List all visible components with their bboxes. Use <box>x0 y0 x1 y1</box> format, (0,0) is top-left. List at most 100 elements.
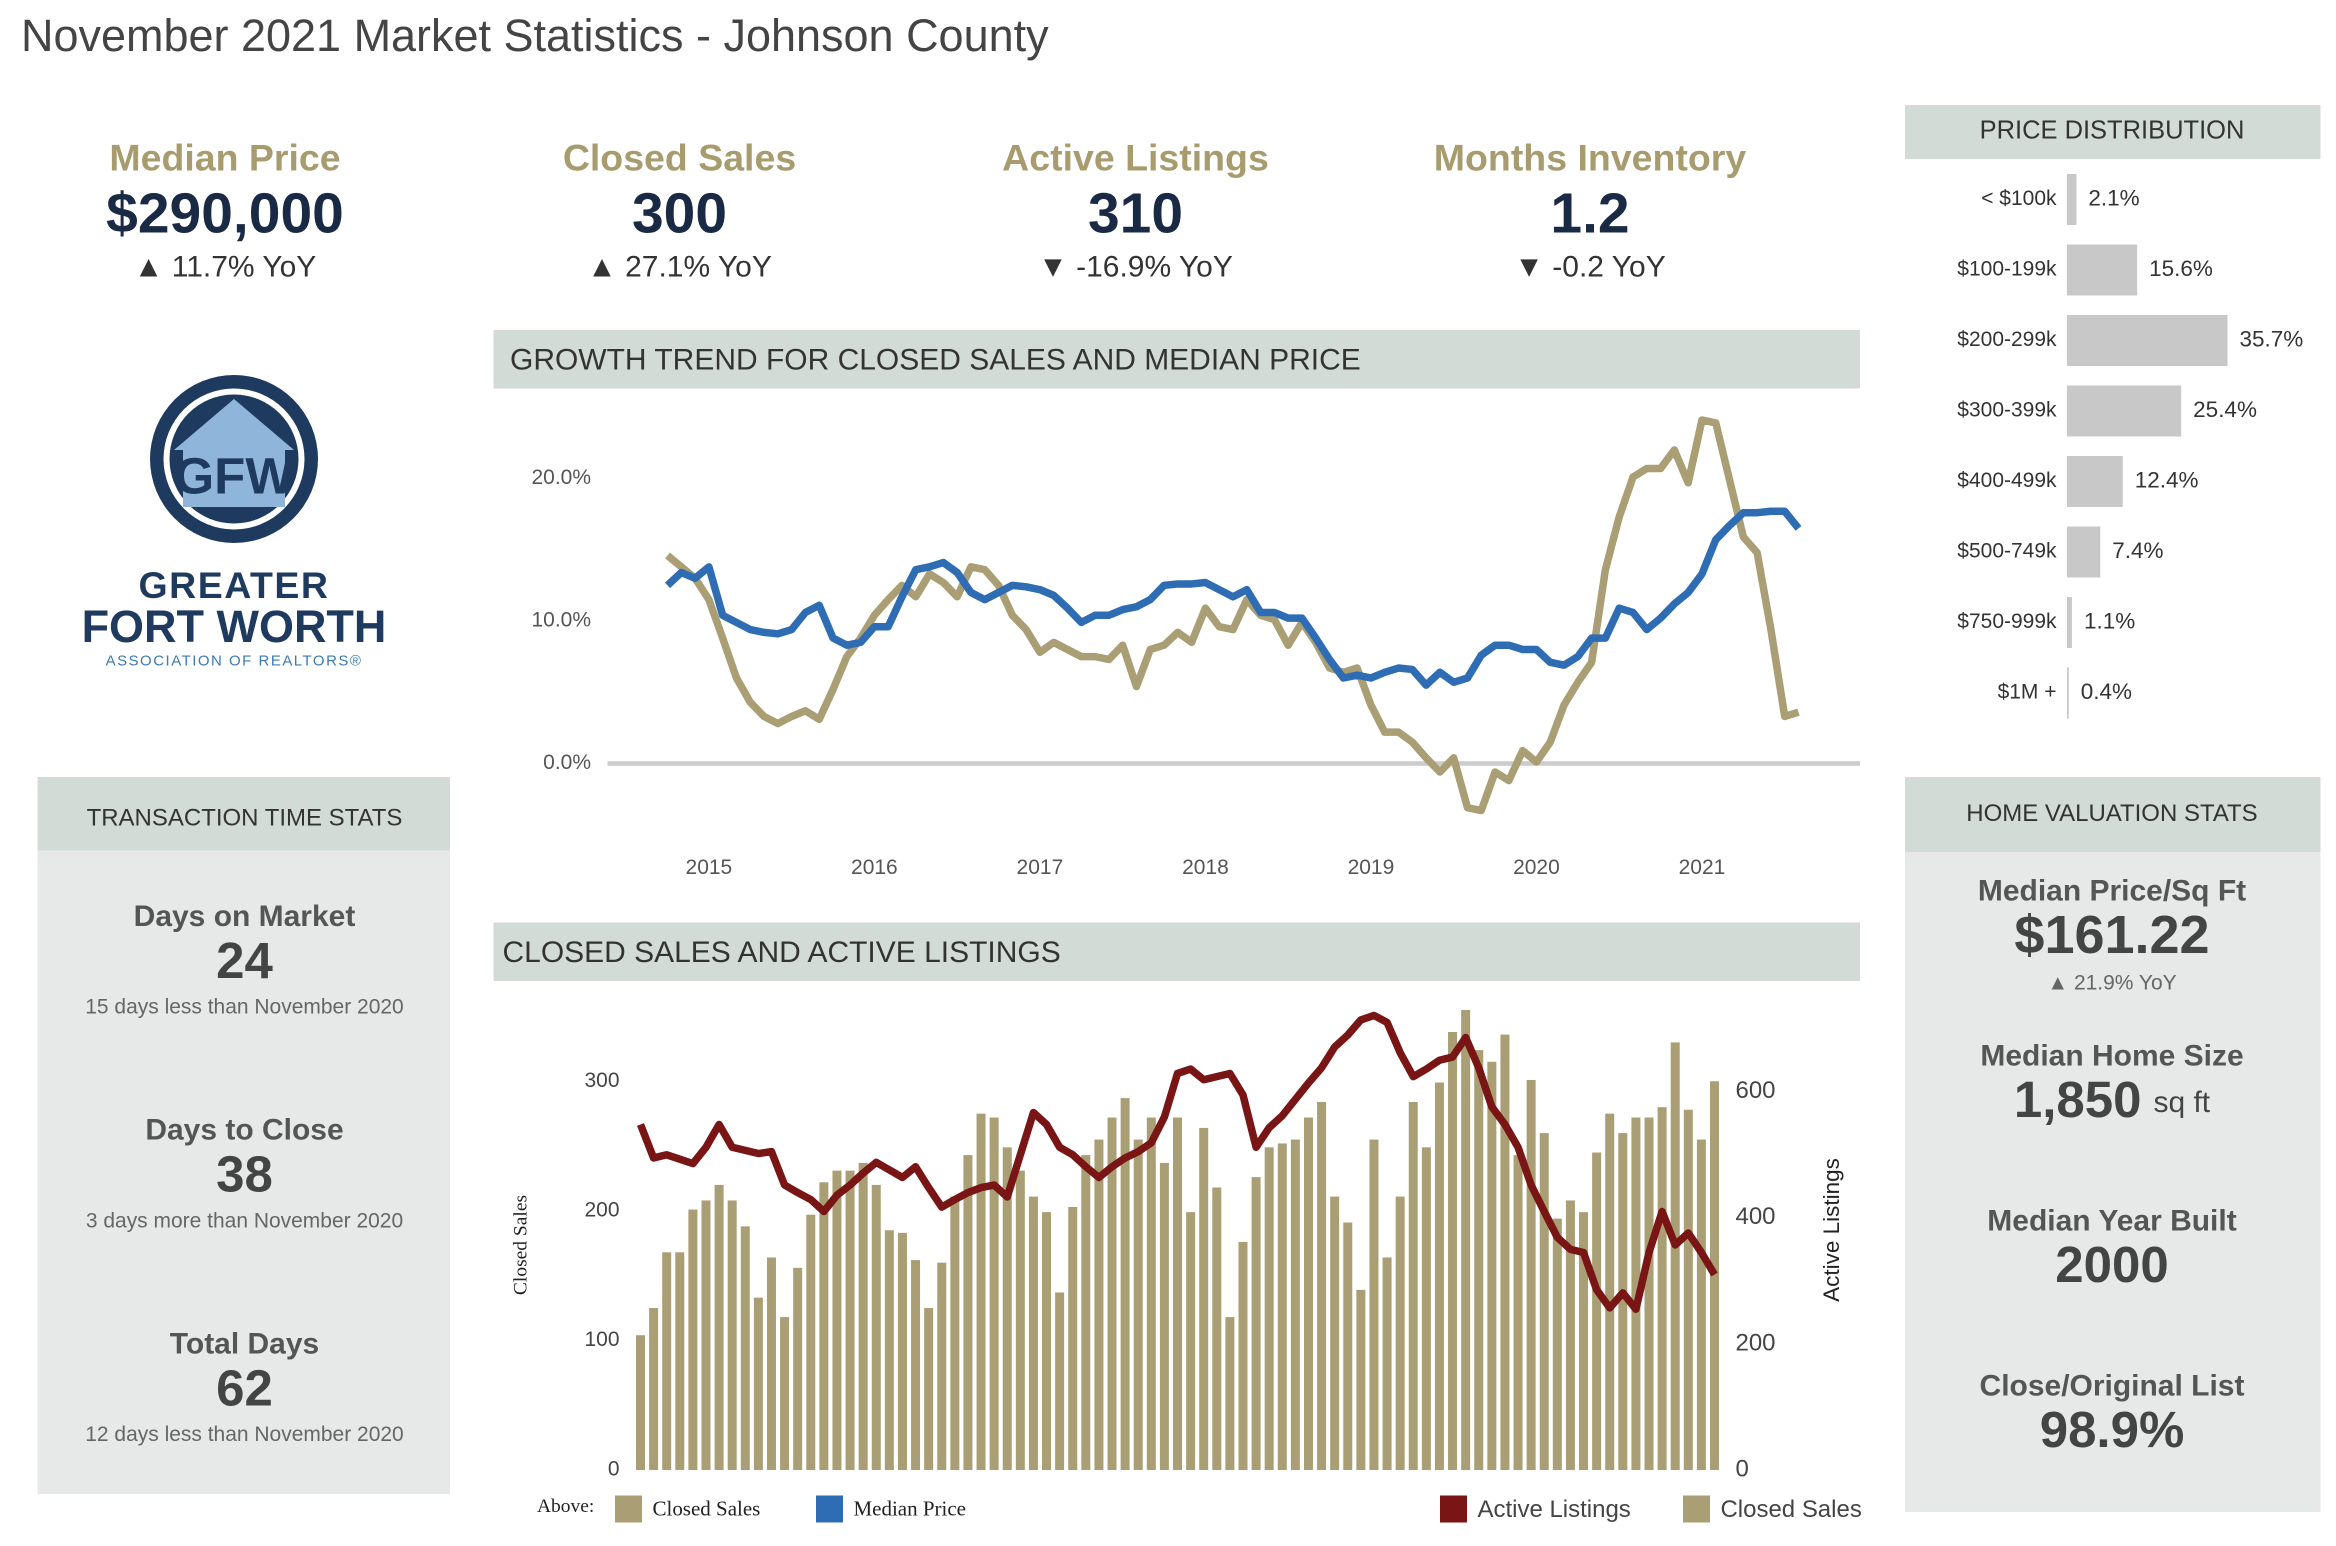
bar <box>806 1214 816 1470</box>
y2-tick-label: 200 <box>1736 1329 1776 1356</box>
page-title: November 2021 Market Statistics - Johnso… <box>21 10 1049 61</box>
bar <box>950 1196 960 1470</box>
bar <box>649 1308 659 1470</box>
stat-label: Median Price/Sq Ft <box>1978 874 2246 907</box>
panel-header <box>1905 776 2321 852</box>
bar <box>1657 1107 1667 1470</box>
category-label: $400-499k <box>1957 469 2057 492</box>
category-label: $1M + <box>1998 681 2057 704</box>
bar <box>1107 1117 1117 1470</box>
stat-unit: sq ft <box>2153 1086 2210 1119</box>
logo-mark: GFW <box>175 447 295 504</box>
bar <box>871 1184 881 1470</box>
stat-value-number: 1,850 <box>2014 1071 2142 1128</box>
bar <box>1421 1147 1431 1470</box>
bar <box>858 1162 868 1470</box>
kpi-change: ▲ 11.7% YoY <box>134 250 317 283</box>
bar <box>1513 1155 1523 1470</box>
bar <box>1710 1081 1720 1470</box>
y-tick-label: 20.0% <box>531 466 591 489</box>
bar <box>766 1257 776 1470</box>
panel <box>1905 776 2321 1512</box>
stat-value: 38 <box>216 1146 273 1203</box>
category-label: $750-999k <box>1957 610 2057 633</box>
chart-header <box>493 922 1861 981</box>
stat-label: Median Home Size <box>1980 1039 2243 1072</box>
line-series <box>665 416 1800 815</box>
panel-title: HOME VALUATION STATS <box>1966 800 2257 827</box>
bar <box>1448 1032 1458 1470</box>
bar <box>727 1200 737 1470</box>
bar <box>1644 1117 1654 1470</box>
bar <box>753 1297 763 1470</box>
legend-title: Above: <box>537 1496 594 1517</box>
bar <box>675 1252 685 1470</box>
bar <box>911 1260 921 1470</box>
stat-note: 12 days less than November 2020 <box>85 1423 403 1446</box>
bar <box>1500 1034 1510 1470</box>
stat-value-number: $161.22 <box>2014 905 2209 965</box>
bar <box>976 1113 986 1470</box>
kpi-value: 300 <box>632 182 727 246</box>
bar <box>1264 1147 1274 1470</box>
stat-value-number: 98.9% <box>2040 1401 2185 1458</box>
stat-label: Total Days <box>170 1327 319 1360</box>
kpi-value: $290,000 <box>106 182 344 246</box>
bar <box>1592 1152 1602 1470</box>
bar <box>1369 1139 1379 1470</box>
kpi-change: ▼ -16.9% YoY <box>1038 250 1233 283</box>
category-label: $100-199k <box>1957 258 2057 281</box>
x-tick-label: 2017 <box>1017 856 1064 879</box>
legend-swatch <box>615 1495 643 1523</box>
chart-header <box>493 329 1861 389</box>
bar <box>2066 667 2069 719</box>
panel-title: TRANSACTION TIME STATS <box>87 804 403 831</box>
bar <box>1042 1212 1052 1470</box>
value-label: 12.4% <box>2135 467 2199 492</box>
bar <box>1461 1009 1471 1470</box>
bar <box>1343 1222 1353 1470</box>
bar <box>1015 1170 1025 1470</box>
chart-title: GROWTH TREND FOR CLOSED SALES AND MEDIAN… <box>510 343 1361 376</box>
bar <box>989 1117 999 1470</box>
value-label: 1.1% <box>2084 608 2135 633</box>
y2-tick-label: 0 <box>1736 1455 1749 1482</box>
bar <box>1565 1200 1575 1470</box>
bar <box>1683 1109 1693 1470</box>
bar <box>1290 1139 1300 1470</box>
category-label: < $100k <box>1981 187 2057 210</box>
kpi-label: Active Listings <box>1002 136 1269 178</box>
kpi-value: 1.2 <box>1550 182 1629 246</box>
bar <box>2066 526 2101 578</box>
bar <box>1028 1196 1038 1470</box>
category-label: $300-399k <box>1957 399 2057 422</box>
legend-label: Closed Sales <box>1721 1496 1862 1523</box>
bar <box>1081 1155 1091 1470</box>
stat-value: 2000 <box>2055 1236 2168 1293</box>
bar <box>793 1267 803 1470</box>
bar <box>1526 1079 1536 1470</box>
bar <box>2066 596 2072 648</box>
bar <box>1146 1117 1156 1470</box>
kpi-change: ▼ -0.2 YoY <box>1514 250 1665 283</box>
kpi-label: Months Inventory <box>1434 136 1747 178</box>
logo-line: FORT WORTH <box>82 601 387 652</box>
bar <box>1068 1206 1078 1470</box>
bar <box>832 1170 842 1470</box>
stat-note: ▲ 21.9% YoY <box>2047 972 2176 995</box>
y-tick-label: 0 <box>608 1458 620 1481</box>
bar <box>1670 1042 1680 1470</box>
stat-label: Median Year Built <box>1987 1204 2236 1237</box>
bar <box>1212 1187 1222 1470</box>
y-tick-label: 10.0% <box>531 609 591 632</box>
bar <box>1395 1196 1405 1470</box>
bar <box>636 1335 646 1470</box>
bar <box>1159 1162 1169 1470</box>
stat-value: 62 <box>216 1359 273 1416</box>
bar <box>1277 1143 1287 1470</box>
value-label: 15.6% <box>2149 256 2213 281</box>
bar <box>2066 244 2138 296</box>
bar <box>701 1200 711 1470</box>
bar <box>819 1182 829 1470</box>
